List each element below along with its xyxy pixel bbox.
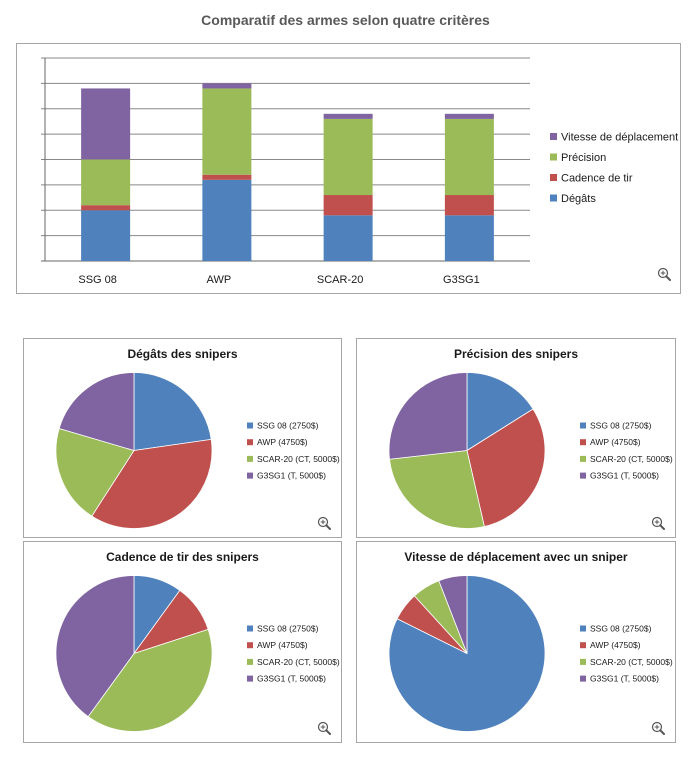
legend-swatch (580, 675, 586, 682)
legend-label: AWP (4750$) (257, 437, 308, 447)
pie-slice-ssg-08-2750 (388, 575, 546, 732)
bar-ssg-08-vitesse-de-deplacement (81, 88, 131, 160)
legend-label: SSG 08 (2750$) (257, 421, 319, 431)
pie-slice-ssg-08-2750 (133, 372, 212, 451)
pie-slice-awp-4750 (466, 408, 546, 528)
bar-ssg-08-precision (81, 159, 131, 206)
legend-label: SSG 08 (2750$) (257, 624, 319, 634)
legend-label: G3SG1 (T, 5000$) (257, 674, 326, 684)
legend-label: SCAR-20 (CT, 5000$) (590, 657, 673, 667)
legend-label: AWP (4750$) (590, 640, 641, 650)
legend-label: Dégâts (561, 193, 596, 205)
legend-swatch (247, 675, 253, 682)
x-tick-label: AWP (207, 274, 232, 286)
bar-ssg-08-cadence-de-tir (81, 205, 131, 211)
zoom-in-icon[interactable] (317, 721, 331, 735)
legend-label: G3SG1 (T, 5000$) (590, 674, 659, 684)
bar-awp-precision (202, 88, 252, 175)
legend-swatch (580, 439, 586, 446)
legend-label: Vitesse de déplacement (561, 132, 678, 144)
zoom-in-icon[interactable] (317, 516, 331, 530)
zoom-in-icon[interactable] (651, 721, 665, 735)
pie-chart-panel-vitesse: Vitesse de déplacement avec un sniper SSG… (356, 541, 676, 743)
bar-scar-20-cadence-de-tir (323, 195, 373, 216)
pie-slice-g3sg1-t-5000 (55, 575, 135, 718)
bar-awp-vitesse-de-deplacement (202, 83, 252, 89)
legend-swatch (247, 455, 253, 462)
stacked-bar-chart: SSG 08 AWP SCAR-20 G3SG1 Vitesse de déplacem… (41, 57, 678, 286)
pie-chart-vitesse: Vitesse de déplacement avec un sniper SSG… (388, 550, 673, 735)
x-tick-label: SSG 08 (78, 274, 117, 286)
bar-awp-cadence-de-tir (202, 174, 252, 180)
x-tick-label: G3SG1 (443, 274, 480, 286)
legend-swatch (580, 658, 586, 665)
bar-g3sg1-precision (444, 118, 494, 196)
legend-label: SSG 08 (2750$) (590, 421, 652, 431)
legend-swatch (580, 472, 586, 479)
legend-label: AWP (4750$) (257, 640, 308, 650)
page-title: Comparatif des armes selon quatre critèr… (201, 12, 490, 28)
legend-label: SSG 08 (2750$) (590, 624, 652, 634)
legend-swatch (247, 658, 253, 665)
pie-slice-scar-20-ct-5000 (389, 450, 485, 529)
pie-slice-g3sg1-t-5000 (58, 372, 135, 452)
legend-swatch (580, 642, 586, 649)
pie-chart-panel-degats: Dégâts des snipers SSG 08 (2750$) AWP (475… (23, 338, 342, 538)
legend-swatch (550, 174, 557, 181)
pie-title: Dégâts des snipers (127, 347, 237, 361)
pie-chart-panel-precision: Précision des snipers SSG 08 (2750$) AWP (… (356, 338, 676, 538)
legend-label: AWP (4750$) (590, 437, 641, 447)
pie-chart-panel-cadence: Cadence de tir des snipers SSG 08 (2750$)… (23, 541, 342, 743)
pie-slice-scar-20-ct-5000 (87, 628, 213, 732)
legend-swatch (247, 625, 253, 632)
pie-slice-awp-4750 (91, 438, 213, 529)
x-tick-label: SCAR-20 (317, 274, 363, 286)
bar-g3sg1-degats (444, 215, 494, 261)
bar-g3sg1-vitesse-de-deplacement (444, 113, 494, 119)
stacked-bar-chart-panel: SSG 08 AWP SCAR-20 G3SG1 Vitesse de déplacem… (16, 43, 681, 294)
legend-label: SCAR-20 (CT, 5000$) (257, 657, 340, 667)
legend-label: G3SG1 (T, 5000$) (257, 471, 326, 481)
legend-label: SCAR-20 (CT, 5000$) (590, 454, 673, 464)
legend-swatch (247, 642, 253, 649)
legend-label: Cadence de tir (561, 173, 633, 185)
zoom-in-icon[interactable] (651, 516, 665, 530)
legend-swatch (247, 422, 253, 429)
legend-swatch (550, 153, 557, 161)
legend-swatch (247, 439, 253, 446)
pie-title: Cadence de tir des snipers (106, 550, 259, 564)
pie-title: Vitesse de déplacement avec un sniper (404, 550, 628, 564)
legend-swatch (580, 422, 586, 429)
legend-swatch (550, 194, 557, 202)
legend-label: Précision (561, 152, 606, 164)
bar-scar-20-degats (323, 215, 373, 261)
legend-swatch (550, 133, 557, 140)
pie-chart-cadence: Cadence de tir des snipers SSG 08 (2750$)… (55, 550, 340, 735)
pie-slice-ssg-08-2750 (466, 372, 534, 452)
bar-g3sg1-cadence-de-tir (444, 195, 494, 216)
pie-slice-g3sg1-t-5000 (388, 372, 468, 460)
pie-slice-g3sg1-t-5000 (438, 575, 468, 654)
bar-scar-20-vitesse-de-deplacement (323, 113, 373, 119)
legend-label: SCAR-20 (CT, 5000$) (257, 454, 340, 464)
pie-chart-precision: Précision des snipers SSG 08 (2750$) AWP (… (388, 347, 673, 530)
pie-title: Précision des snipers (454, 347, 578, 361)
legend-swatch (247, 472, 253, 479)
legend-swatch (580, 625, 586, 632)
legend-label: G3SG1 (T, 5000$) (590, 471, 659, 481)
bar-awp-degats (202, 179, 252, 261)
legend-swatch (580, 455, 586, 462)
bar-ssg-08-degats (81, 210, 131, 261)
pie-chart-degats: Dégâts des snipers SSG 08 (2750$) AWP (475… (55, 347, 340, 530)
pie-slice-scar-20-ct-5000 (55, 428, 135, 517)
zoom-in-icon[interactable] (657, 267, 671, 281)
bar-scar-20-precision (323, 118, 373, 196)
